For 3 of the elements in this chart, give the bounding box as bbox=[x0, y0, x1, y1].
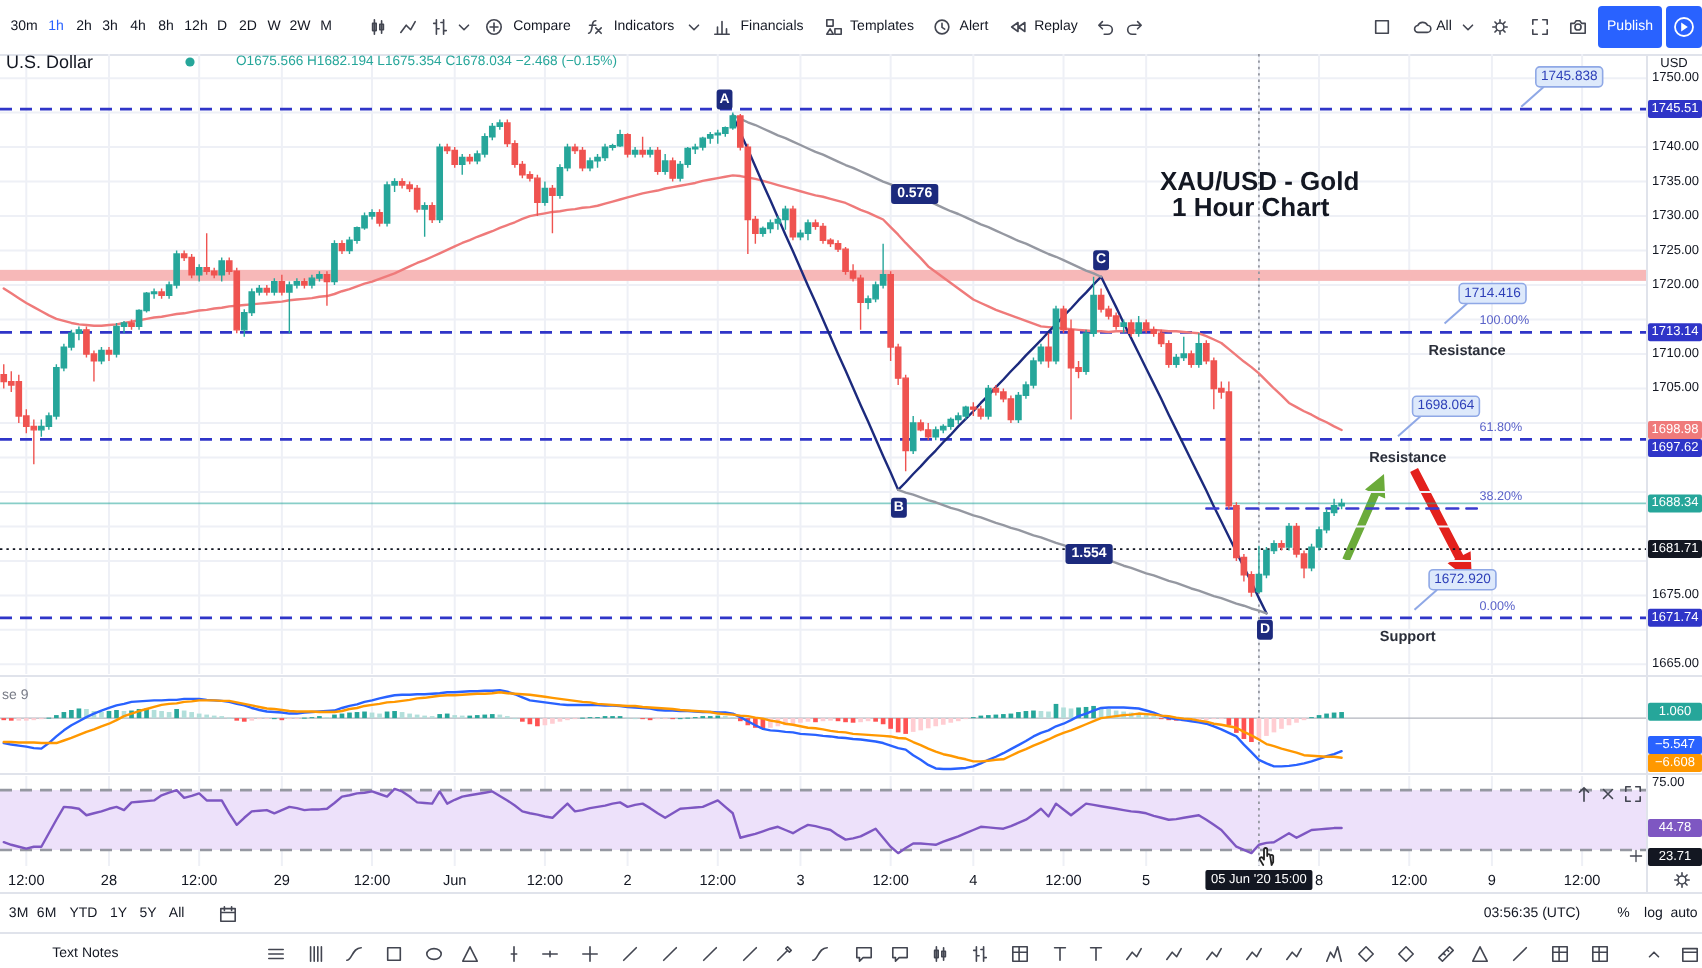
text: 1 Hour Chart bbox=[1172, 192, 1331, 222]
annotation: U.S. Dollar bbox=[6, 52, 94, 72]
text: XAU/USD - Gold bbox=[1160, 166, 1360, 196]
